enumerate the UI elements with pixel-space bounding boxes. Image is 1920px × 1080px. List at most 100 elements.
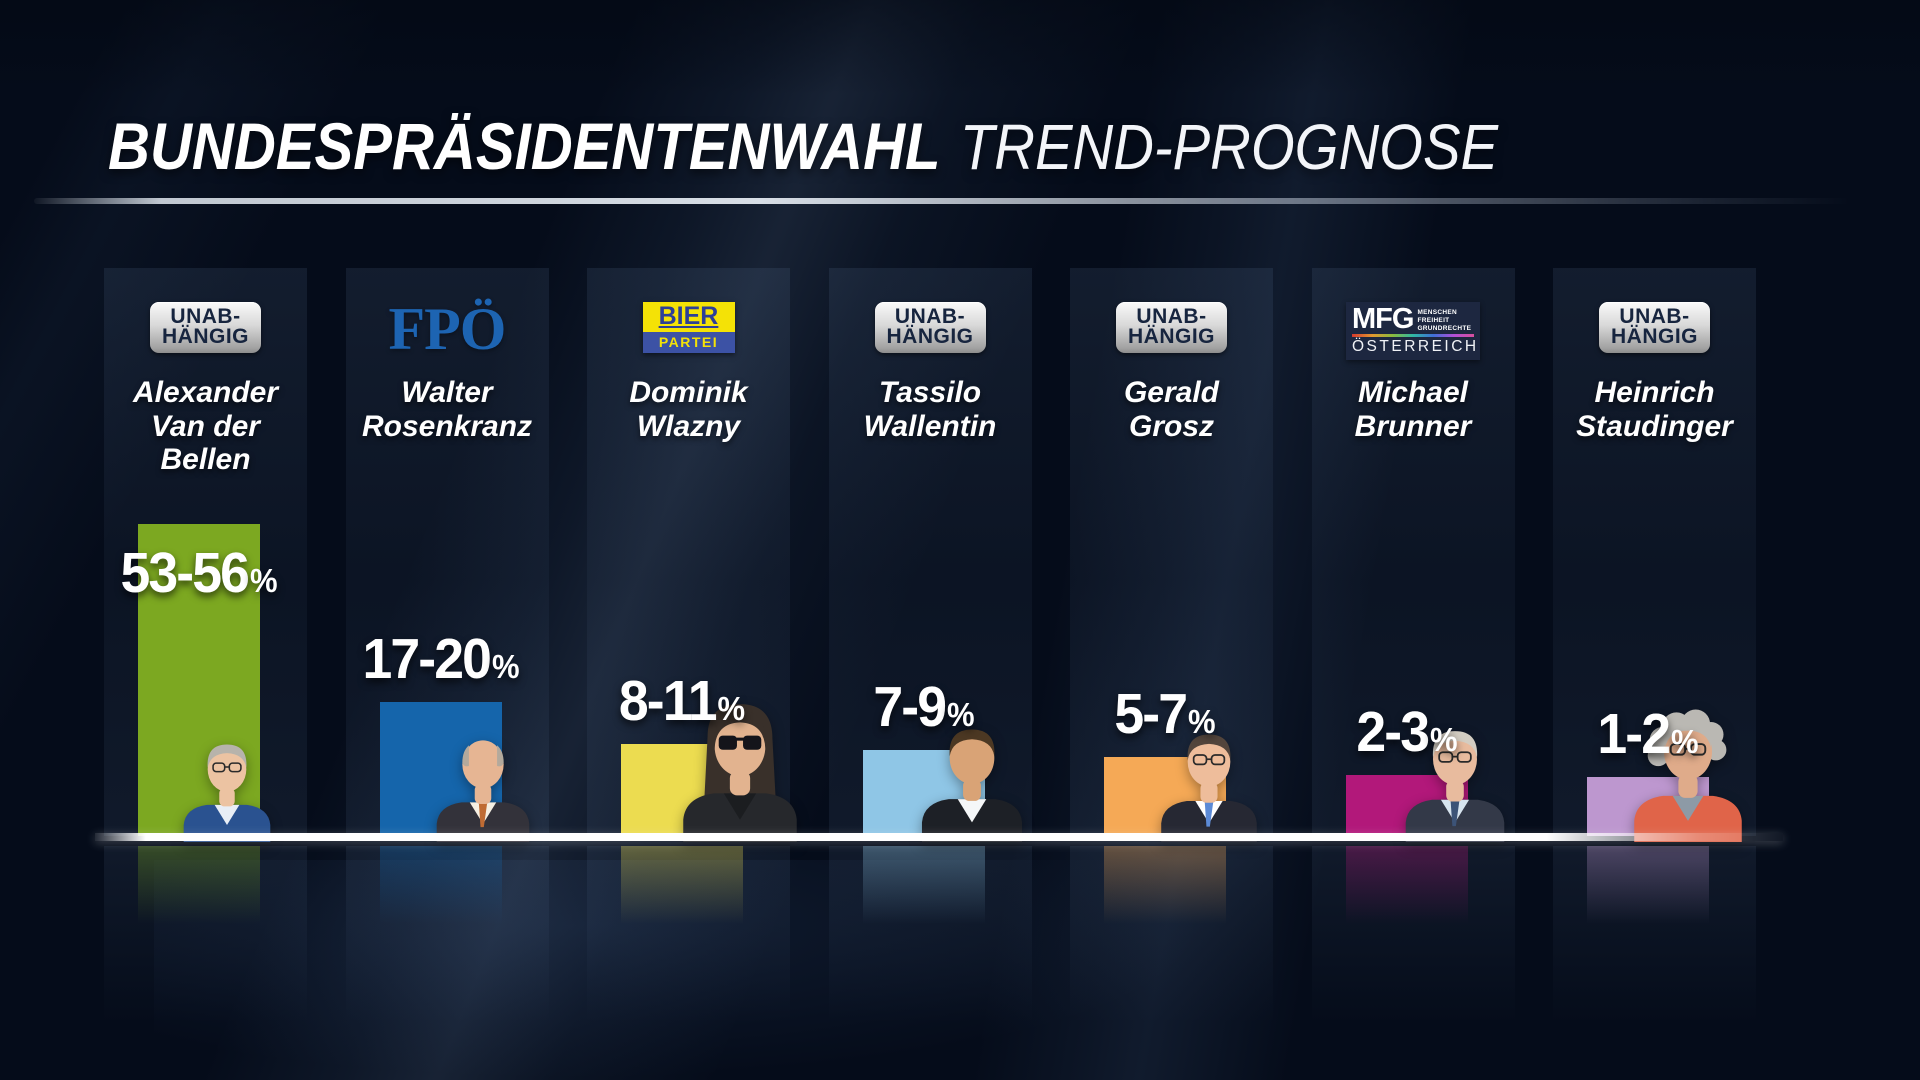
badge-line1: UNAB- (170, 305, 241, 328)
name-line1: Michael (1357, 376, 1469, 409)
mfg-logo-word3: GRUNDRECHTE (1417, 325, 1472, 333)
result-range-label: 17-20% (362, 626, 519, 692)
range-value: 17-20 (361, 627, 492, 691)
percent-sign: % (946, 696, 975, 733)
panel-reflection (1070, 846, 1273, 1056)
badge-line2: HÄNGIG (886, 324, 974, 348)
name-line1: Walter (401, 376, 493, 409)
candidate-name: Gerald Grosz (1070, 376, 1273, 443)
fpoe-logo: FPÖ (388, 296, 507, 362)
party-logo: UNAB- HÄNGIG (1553, 302, 1756, 366)
candidate-column-rosenkranz: FPÖ Walter Rosenkranz 17-20% (345, 268, 549, 1056)
title-main: BUNDESPRÄSIDENTENWAHL (108, 109, 941, 183)
panel-reflection (104, 846, 307, 1056)
candidate-name: Heinrich Staudinger (1553, 376, 1756, 443)
party-logo: UNAB- HÄNGIG (1070, 302, 1273, 366)
percent-sign: % (491, 648, 520, 685)
candidate-photo (914, 708, 1030, 842)
candidate-photo (1622, 698, 1754, 842)
bar-reflection (1345, 846, 1468, 941)
name-line1: Gerald (1123, 376, 1220, 409)
column-panel (828, 268, 1032, 836)
range-value: 53-56 (120, 541, 250, 605)
range-value: 1-2 (1597, 702, 1671, 766)
unabhaengig-badge: UNAB- HÄNGIG (1599, 302, 1710, 353)
bar-reflection (621, 846, 743, 941)
candidate-column-staudinger: UNAB- HÄNGIG Heinrich Staudinger 1-2% (1553, 268, 1756, 1056)
name-line2: Brunner (1354, 409, 1472, 443)
result-range-label: 8-11% (619, 668, 745, 734)
badge-line1: UNAB- (1619, 305, 1690, 328)
range-value: 5-7 (1114, 682, 1188, 746)
badge-line2: HÄNGIG (162, 324, 249, 348)
badge-line1: UNAB- (1136, 305, 1207, 328)
panel-reflection (1311, 846, 1515, 1056)
badge-line2: HÄNGIG (1611, 324, 1698, 348)
title-subtitle: TREND-PROGNOSE (959, 111, 1499, 183)
column-panel (1070, 268, 1273, 836)
bier-logo-bottom: PARTEI (642, 331, 735, 353)
candidate-photo (429, 718, 537, 842)
mfg-logo-country: ÖSTERREICH (1352, 338, 1479, 356)
result-range-label: 2-3% (1356, 699, 1457, 765)
percent-sign: % (1188, 703, 1216, 740)
percent-sign: % (1671, 723, 1699, 760)
result-range-label: 5-7% (1114, 681, 1215, 747)
unabhaengig-badge: UNAB- HÄNGIG (1116, 302, 1227, 353)
mfg-logo-word2: FREIHEIT (1417, 317, 1450, 325)
panel-reflection (1553, 846, 1756, 1056)
mfg-logo-main: MFG (1352, 303, 1414, 335)
candidate-column-brunner: MFG MENSCHEN FREIHEIT GRUNDRECHTE ÖSTERR… (1311, 268, 1515, 1056)
party-logo: BIER PARTEI (587, 302, 790, 366)
result-range-label: 1-2% (1597, 701, 1698, 767)
party-logo: MFG MENSCHEN FREIHEIT GRUNDRECHTE ÖSTERR… (1312, 302, 1515, 366)
bar-reflection (1104, 846, 1226, 941)
range-value: 2-3 (1355, 700, 1430, 764)
bier-logo-top: BIER (642, 302, 735, 332)
panel-reflection (587, 846, 790, 1056)
name-line2: Van der Bellen (151, 409, 260, 477)
mfg-rainbow-stripe (1352, 334, 1474, 338)
range-value: 8-11 (618, 669, 718, 733)
candidate-name: Dominik Wlazny (587, 376, 790, 443)
panel-reflection (828, 846, 1032, 1056)
candidate-column-wallentin: UNAB- HÄNGIG Tassilo Wallentin 7-9% (828, 268, 1032, 1056)
percent-sign: % (249, 562, 278, 599)
candidate-photo (677, 690, 803, 842)
name-line2: Rosenkranz (361, 409, 533, 443)
candidate-column-van-der-bellen: UNAB- HÄNGIG Alexander Van der Bellen 53… (104, 268, 307, 1056)
title-divider (34, 198, 1850, 204)
name-line1: Tassilo (878, 376, 982, 409)
percent-sign: % (717, 690, 746, 727)
panel-reflection (345, 846, 549, 1056)
name-line2: Staudinger (1576, 409, 1733, 443)
top-shade-band (0, 0, 1920, 95)
bar-reflection (379, 846, 502, 941)
name-line2: Wlazny (636, 409, 741, 443)
candidate-column-grosz: UNAB- HÄNGIG Gerald Grosz 5-7% (1070, 268, 1273, 1056)
bierpartei-logo: BIER PARTEI (642, 302, 735, 353)
party-logo: FPÖ (346, 296, 549, 366)
candidate-name: Walter Rosenkranz (346, 376, 549, 443)
unabhaengig-badge: UNAB- HÄNGIG (150, 302, 261, 353)
name-line1: Dominik (629, 376, 748, 409)
reflection-glow (153, 860, 1210, 1080)
candidate-name: Alexander Van der Bellen (104, 376, 307, 477)
page-title: BUNDESPRÄSIDENTENWAHL TREND-PROGNOSE (108, 108, 1498, 184)
candidate-photo (1397, 710, 1513, 842)
candidate-photo (179, 726, 275, 842)
range-value: 7-9 (872, 675, 947, 739)
column-panel (1311, 268, 1515, 836)
unabhaengig-badge: UNAB- HÄNGIG (874, 302, 986, 353)
percent-sign: % (1429, 721, 1458, 758)
bar-reflection (862, 846, 985, 941)
party-logo: UNAB- HÄNGIG (829, 302, 1032, 366)
candidate-column-wlazny: BIER PARTEI Dominik Wlazny 8-11% (587, 268, 797, 1056)
name-line1: Alexander (132, 376, 279, 409)
badge-line2: HÄNGIG (1128, 324, 1215, 348)
name-line1: Heinrich (1594, 376, 1715, 409)
mfg-logo: MFG MENSCHEN FREIHEIT GRUNDRECHTE ÖSTERR… (1346, 302, 1480, 361)
name-line2: Grosz (1128, 409, 1215, 443)
result-range-label: 7-9% (873, 674, 974, 740)
